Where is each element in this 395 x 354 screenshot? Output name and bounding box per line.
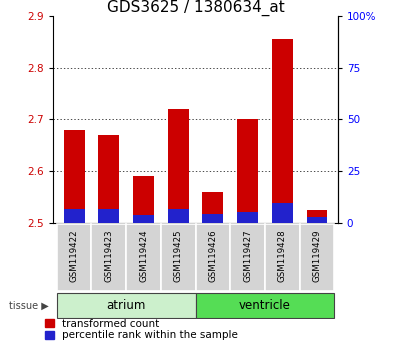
Text: GSM119428: GSM119428	[278, 230, 287, 282]
Text: ventricle: ventricle	[239, 299, 291, 312]
Bar	[307, 217, 327, 223]
Bar	[168, 209, 188, 223]
Text: GSM119424: GSM119424	[139, 230, 148, 282]
FancyBboxPatch shape	[265, 224, 299, 291]
Text: GSM119429: GSM119429	[312, 230, 322, 282]
FancyBboxPatch shape	[161, 224, 196, 291]
Text: GSM119425: GSM119425	[174, 230, 182, 282]
FancyBboxPatch shape	[299, 224, 334, 291]
Bar	[237, 119, 258, 223]
Bar	[237, 212, 258, 223]
FancyBboxPatch shape	[92, 224, 126, 291]
Bar	[133, 176, 154, 223]
Text: GSM119426: GSM119426	[209, 230, 217, 282]
Bar	[98, 135, 119, 223]
Bar	[307, 210, 327, 223]
Bar	[168, 109, 188, 223]
FancyBboxPatch shape	[57, 293, 196, 318]
FancyBboxPatch shape	[230, 224, 265, 291]
Bar	[64, 209, 85, 223]
Bar	[203, 214, 223, 223]
FancyBboxPatch shape	[126, 224, 161, 291]
Bar	[133, 215, 154, 223]
Legend: transformed count, percentile rank within the sample: transformed count, percentile rank withi…	[45, 319, 238, 340]
Bar	[272, 39, 293, 223]
Bar	[98, 209, 119, 223]
Title: GDS3625 / 1380634_at: GDS3625 / 1380634_at	[107, 0, 284, 16]
Text: GSM119422: GSM119422	[70, 230, 79, 282]
Text: GSM119427: GSM119427	[243, 230, 252, 282]
Bar	[203, 192, 223, 223]
Bar	[64, 130, 85, 223]
FancyBboxPatch shape	[196, 293, 334, 318]
FancyBboxPatch shape	[57, 224, 92, 291]
Text: tissue ▶: tissue ▶	[9, 300, 49, 310]
Text: atrium: atrium	[107, 299, 146, 312]
Bar	[272, 203, 293, 223]
Text: GSM119423: GSM119423	[104, 230, 113, 282]
FancyBboxPatch shape	[196, 224, 230, 291]
